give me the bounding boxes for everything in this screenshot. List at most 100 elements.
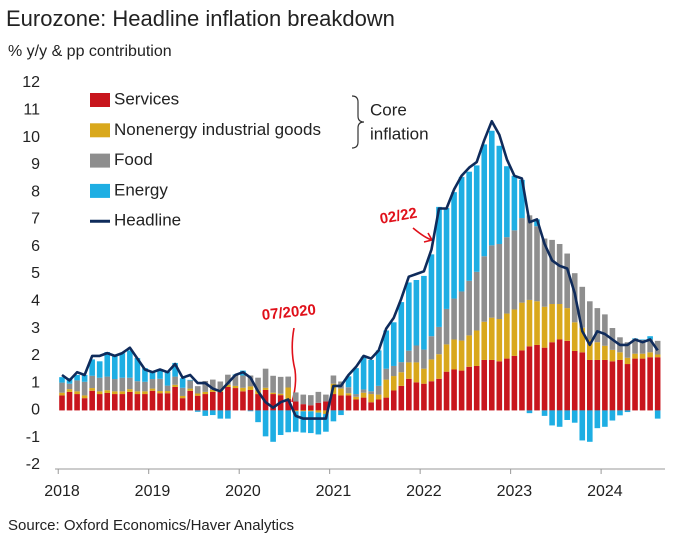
bar-segment: [74, 391, 80, 395]
bar-segment: [247, 389, 254, 411]
bar-segment: [202, 394, 209, 411]
bar-segment: [164, 393, 171, 411]
bar-segment: [74, 394, 80, 411]
bar-segment: [556, 304, 563, 340]
bar-segment: [556, 339, 563, 411]
bar-segment: [443, 344, 450, 372]
bar-segment: [421, 368, 427, 384]
y-tick-label: 4: [31, 293, 40, 310]
bar-segment: [338, 395, 344, 411]
bar-segment: [556, 243, 563, 305]
bar-segment: [413, 362, 420, 383]
bar-segment: [308, 395, 314, 406]
legend-label: Headline: [114, 211, 181, 230]
bar-segment: [127, 389, 133, 392]
bar-segment: [594, 359, 601, 411]
bar-segment: [59, 392, 65, 396]
legend-label: Food: [114, 150, 153, 169]
bar-segment: [172, 384, 178, 387]
core-bracket: [351, 95, 365, 149]
bar-segment: [632, 353, 638, 359]
bar-segment: [428, 336, 435, 360]
bar-segment: [345, 387, 352, 394]
bar-segment: [375, 394, 382, 400]
legend-label: Energy: [114, 180, 168, 199]
bar-segment: [481, 359, 488, 411]
bar-segment: [134, 358, 141, 382]
legend-swatch: [90, 183, 110, 198]
bar-segment: [225, 410, 231, 419]
bar-segment: [119, 377, 126, 392]
bar-segment: [368, 402, 374, 411]
bar-segment: [451, 339, 457, 370]
bar-segment: [172, 386, 178, 411]
bar-segment: [519, 218, 525, 303]
bar-segment: [421, 383, 427, 411]
bar-segment: [217, 381, 224, 390]
bar-segment: [451, 369, 457, 411]
bar-segment: [519, 302, 525, 351]
bar-segment: [564, 410, 570, 420]
bar-segment: [436, 326, 442, 355]
bar-segment: [639, 353, 646, 359]
bar-segment: [202, 410, 209, 416]
bar-segment: [534, 301, 540, 345]
bar-segment: [473, 330, 480, 366]
bar-segment: [466, 280, 472, 336]
bar-segment: [210, 379, 216, 390]
bar-segment: [330, 394, 337, 411]
bar-segment: [526, 410, 533, 414]
bar-segment: [142, 394, 148, 411]
bar-segment: [179, 378, 186, 388]
x-tick-label: 2023: [497, 483, 533, 500]
y-tick-label: 11: [23, 102, 40, 119]
bar-segment: [285, 387, 291, 399]
bar-segment: [127, 377, 133, 390]
bar-segment: [104, 392, 111, 411]
bar-segment: [187, 379, 193, 381]
bar-segment: [375, 350, 382, 386]
bar-segment: [134, 394, 141, 411]
bar-segment: [511, 309, 518, 356]
bar-segment: [436, 354, 442, 379]
bar-segment: [202, 391, 209, 395]
bar-segment: [111, 391, 118, 395]
bar-segment: [360, 392, 367, 398]
bar-segment: [179, 398, 186, 411]
bar-segment: [406, 282, 412, 351]
bar-segment: [300, 404, 307, 411]
bar-segment: [594, 308, 601, 343]
bar-segment: [157, 393, 163, 411]
bar-segment: [187, 390, 193, 411]
bar-segment: [571, 350, 578, 411]
chart-subtitle: % y/y & pp contribution: [8, 43, 172, 60]
bar-segment: [59, 382, 65, 393]
bar-segment: [96, 394, 103, 411]
bar-segment: [594, 410, 601, 429]
y-tick-label: 10: [22, 129, 40, 146]
bar-segment: [104, 376, 111, 391]
bar-segment: [59, 377, 65, 383]
bar-segment: [89, 359, 95, 376]
bar-segment: [142, 368, 148, 382]
bar-segment: [609, 410, 616, 421]
bar-segment: [473, 271, 480, 331]
bar-segment: [632, 358, 638, 411]
bar-segment: [458, 291, 465, 341]
y-tick-label: 5: [31, 265, 40, 282]
bar-segment: [466, 366, 472, 411]
bar-segment: [270, 392, 276, 395]
bar-segment: [609, 349, 616, 362]
bar-segment: [496, 361, 503, 411]
bar-segment: [353, 368, 359, 395]
bar-segment: [323, 410, 329, 414]
bar-segment: [149, 379, 156, 389]
bar-segment: [406, 378, 412, 411]
bar-segment: [413, 382, 420, 411]
bar-segment: [300, 410, 307, 412]
bar-segment: [511, 230, 518, 310]
bar-segment: [496, 145, 503, 244]
bar-segment: [466, 171, 472, 281]
y-tick-label: -2: [26, 456, 40, 473]
